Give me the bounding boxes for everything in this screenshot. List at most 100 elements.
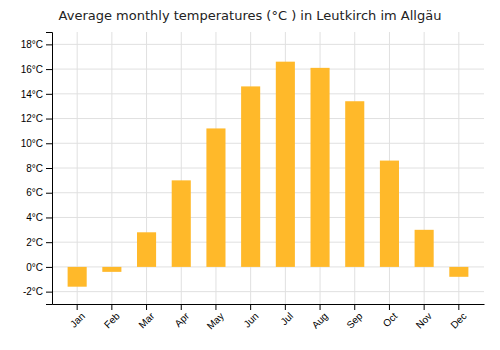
bar	[172, 180, 191, 267]
y-tick-label: 16°C	[21, 64, 43, 75]
y-tick: 14°C	[21, 89, 52, 100]
x-tick-mark	[285, 304, 286, 310]
y-tick: 16°C	[21, 64, 52, 75]
x-tick-mark	[146, 304, 147, 310]
y-tick-label: 8°C	[26, 163, 43, 174]
x-tick-mark	[424, 304, 425, 310]
y-tick-mark	[46, 168, 52, 169]
x-tick: Mar	[136, 304, 156, 330]
x-tick-mark	[389, 304, 390, 310]
y-tick-mark	[46, 242, 52, 243]
y-tick: 0°C	[26, 262, 52, 273]
bar	[311, 68, 330, 267]
grid-line-y	[52, 118, 484, 119]
bar	[241, 86, 260, 267]
bar	[415, 230, 434, 267]
y-tick-label: 0°C	[26, 262, 43, 273]
x-tick-mark	[181, 304, 182, 310]
x-tick-label: Sep	[344, 310, 365, 331]
bar	[449, 267, 468, 277]
grid-line-x	[77, 32, 78, 304]
y-tick-mark	[46, 292, 52, 293]
bar	[68, 267, 87, 287]
y-tick: -2°C	[23, 286, 52, 297]
grid-line-y	[52, 291, 484, 292]
chart-svg: -2°C 0°C 2°C 4°C 6°C 8°C 10°C 12°C 14°C 16°C 18°C J…	[0, 0, 500, 350]
x-tick-mark	[77, 304, 78, 310]
x-tick: Jan	[68, 304, 87, 330]
grid	[52, 32, 484, 304]
y-tick-mark	[46, 217, 52, 218]
x-tick-label: Jul	[278, 310, 295, 327]
x-tick: Feb	[102, 304, 122, 330]
x-axis: Jan Feb Mar Apr May Jun Jul Aug Sep Oct Nov Dec	[53, 304, 485, 332]
x-tick: Jul	[278, 304, 295, 327]
x-axis-line	[53, 304, 485, 305]
y-tick: 2°C	[26, 237, 52, 248]
x-tick-label: Feb	[102, 310, 122, 330]
grid-line-x	[111, 32, 112, 304]
y-tick-label: -2°C	[23, 286, 43, 297]
x-tick: Aug	[310, 304, 330, 331]
y-tick: 12°C	[21, 113, 52, 124]
y-tick-label: 10°C	[21, 138, 43, 149]
grid-line-y	[52, 44, 484, 45]
x-tick: Oct	[381, 304, 400, 329]
y-tick: 18°C	[21, 39, 52, 50]
y-tick-label: 2°C	[26, 237, 43, 248]
chart-container: -2°C 0°C 2°C 4°C 6°C 8°C 10°C 12°C 14°C 16°C 18°C J…	[0, 0, 500, 350]
y-axis-line	[46, 33, 53, 305]
x-tick: Nov	[414, 304, 434, 331]
bar	[345, 101, 364, 267]
bar	[380, 161, 399, 267]
y-tick-mark	[46, 119, 52, 120]
x-tick-label: Mar	[136, 310, 156, 330]
x-tick: Apr	[172, 304, 191, 329]
y-tick: 8°C	[26, 163, 52, 174]
y-tick-mark	[46, 94, 52, 95]
bar	[137, 232, 156, 267]
plot: -2°C 0°C 2°C 4°C 6°C 8°C 10°C 12°C 14°C 16°C 18°C J…	[21, 32, 485, 332]
x-tick: Dec	[448, 304, 468, 331]
y-tick: 4°C	[26, 212, 52, 223]
x-tick-mark	[320, 304, 321, 310]
x-tick-label: Aug	[310, 310, 330, 330]
x-tick-label: Nov	[414, 310, 434, 330]
x-tick-mark	[250, 304, 251, 310]
y-tick-mark	[46, 44, 52, 45]
y-tick-label: 18°C	[21, 39, 43, 50]
y-tick-label: 12°C	[21, 113, 43, 124]
y-tick-mark	[46, 69, 52, 70]
x-tick-label: Jan	[68, 310, 87, 329]
x-tick-label: Apr	[172, 310, 191, 329]
bars	[68, 62, 469, 287]
x-tick-label: Oct	[381, 310, 400, 329]
title: Average monthly temperatures (°C ) in Le…	[59, 8, 442, 23]
x-tick: May	[205, 304, 226, 332]
x-tick-mark	[111, 304, 112, 310]
y-tick-mark	[46, 143, 52, 144]
y-tick-mark	[46, 267, 52, 268]
grid-line-y	[52, 93, 484, 94]
grid-line-y	[52, 192, 484, 193]
y-tick-mark	[46, 193, 52, 194]
grid-line-x	[458, 32, 459, 304]
y-tick-label: 14°C	[21, 89, 43, 100]
bar	[206, 128, 225, 266]
x-tick: Jun	[241, 304, 260, 330]
y-tick-label: 4°C	[26, 212, 43, 223]
grid-line-y	[52, 217, 484, 218]
x-tick-mark	[458, 304, 459, 310]
x-tick-mark	[215, 304, 216, 310]
grid-line-y	[52, 168, 484, 169]
bar	[276, 62, 295, 267]
y-tick: 6°C	[26, 187, 52, 198]
x-tick-label: May	[205, 310, 226, 331]
grid-line-y	[52, 69, 484, 70]
grid-line-y	[52, 143, 484, 144]
y-tick: 10°C	[21, 138, 52, 149]
x-tick-mark	[354, 304, 355, 310]
bar	[102, 267, 121, 272]
x-tick-label: Jun	[241, 310, 260, 329]
x-tick: Sep	[344, 304, 365, 331]
